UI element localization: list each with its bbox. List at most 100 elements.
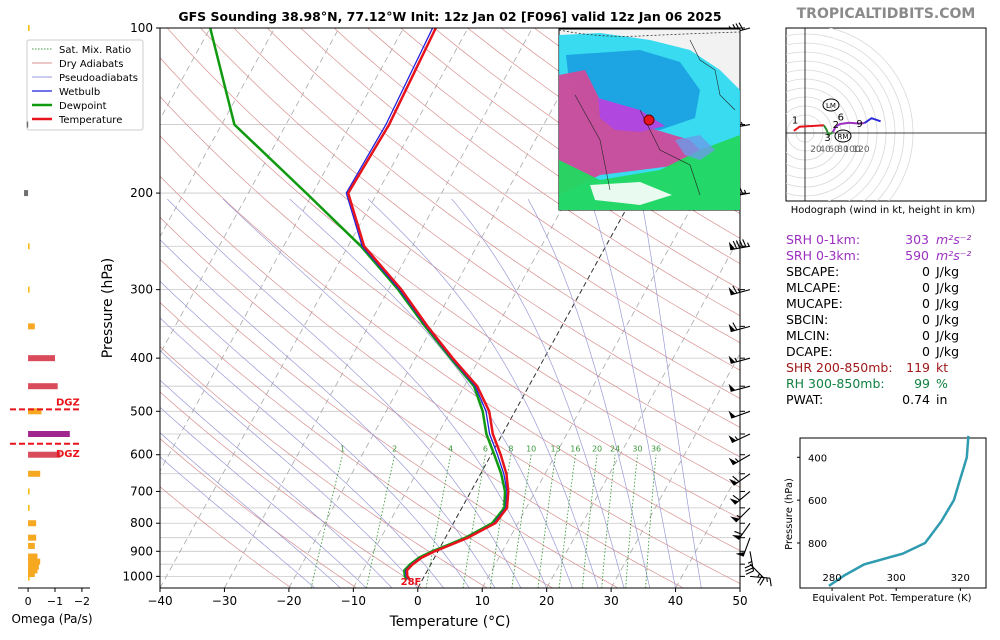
- mixing-ratio-label: 1: [340, 445, 345, 454]
- storm-motion-label: RM: [838, 133, 849, 141]
- mixing-ratio-line: [602, 455, 615, 588]
- x-tick-label: 0: [414, 594, 422, 608]
- pseudoadiabat-line: [167, 199, 521, 588]
- index-unit: in: [936, 392, 947, 407]
- mixing-ratio-line: [559, 455, 575, 588]
- pseudoadiabat-line: [0, 199, 315, 588]
- omega-bar: [27, 122, 29, 128]
- index-value: 0: [922, 328, 930, 343]
- barb-full: [745, 568, 753, 571]
- barb-staff: [733, 455, 750, 465]
- surface-temperature-label: 28F: [401, 577, 422, 588]
- index-unit: kt: [936, 360, 948, 375]
- index-label: RH 300-850mb:: [786, 376, 885, 391]
- index-label: MUCAPE:: [786, 296, 843, 311]
- theta-e-x-tick-label: 300: [887, 573, 906, 584]
- barb-full: [770, 578, 771, 586]
- x-tick-label: −20: [276, 594, 301, 608]
- omega-bar: [28, 431, 70, 437]
- index-label: MLCIN:: [786, 328, 830, 343]
- mixing-ratio-label: 4: [448, 445, 453, 454]
- index-label: SBCIN:: [786, 312, 828, 327]
- skewt-profile-lines: [210, 28, 508, 580]
- mixing-ratio-line: [512, 455, 531, 588]
- omega-bar: [28, 471, 40, 477]
- x-tick-label: −30: [212, 594, 237, 608]
- barb-pennant: [730, 498, 739, 504]
- pseudoadiabat-line: [223, 199, 547, 588]
- mixing-ratio-label: 24: [610, 445, 620, 454]
- omega-bar: [28, 520, 36, 526]
- mixing-ratio-line: [538, 455, 556, 588]
- omega-bar: [28, 383, 58, 389]
- index-value: 0.74: [902, 392, 930, 407]
- y-tick-label: 200: [130, 186, 153, 200]
- theta-e-y-tick-label: 800: [808, 539, 827, 550]
- theta-e-frame: [800, 438, 986, 588]
- dgz-label: DGZ: [56, 449, 80, 460]
- mixing-ratio-label: 10: [526, 445, 536, 454]
- index-label: SRH 0-1km:: [786, 232, 860, 247]
- index-label: SRH 0-3km:: [786, 248, 860, 263]
- pseudoadiabat-line: [121, 199, 496, 588]
- x-tick-label: 40: [668, 594, 683, 608]
- sounding-location-marker: [644, 115, 654, 125]
- index-value: 0: [922, 280, 930, 295]
- mixing-ratio-label: 6: [483, 445, 488, 454]
- barb-full: [746, 571, 754, 574]
- mixing-ratio-line: [582, 455, 597, 588]
- barb-full: [760, 578, 764, 585]
- y-tick-label: 100: [130, 21, 153, 35]
- mixing-ratio-label: 30: [632, 445, 642, 454]
- x-tick-label: 20: [539, 594, 554, 608]
- barb-half: [748, 562, 752, 564]
- theta-e-x-tick-label: 320: [951, 573, 970, 584]
- x-tick-label: −40: [147, 594, 172, 608]
- pseudoadiabat-line: [0, 199, 366, 588]
- index-label: SBCAPE:: [786, 264, 839, 279]
- theta-e-x-tick-label: 280: [823, 573, 842, 584]
- skewt-y-label: Pressure (hPa): [100, 258, 116, 358]
- x-tick-label: 30: [603, 594, 618, 608]
- legend-temperature: Temperature: [58, 115, 122, 126]
- y-tick-label: 700: [130, 484, 153, 498]
- legend-dry-adiabat: Dry Adiabats: [59, 59, 123, 70]
- x-tick-label: 10: [475, 594, 490, 608]
- omega-x-label: Omega (Pa/s): [11, 612, 92, 626]
- x-tick-label: −10: [341, 594, 366, 608]
- site-watermark: TROPICALTIDBITS.COM: [797, 6, 976, 22]
- mixing-ratio-label: 8: [508, 445, 513, 454]
- theta-e-x-label: Equivalent Pot. Temperature (K): [812, 593, 971, 604]
- mixing-ratio-line: [626, 455, 638, 588]
- theta-e-y-label: Pressure (hPa): [784, 478, 795, 550]
- omega-bar: [28, 323, 35, 329]
- legend-mix-ratio: Sat. Mix. Ratio: [59, 45, 131, 56]
- index-unit: J/kg: [935, 328, 959, 343]
- index-unit: J/kg: [935, 280, 959, 295]
- hodograph-height-label: 6: [838, 113, 844, 124]
- barb-staff: [731, 411, 750, 418]
- barb-full: [736, 240, 739, 248]
- y-tick-label: 600: [130, 448, 153, 462]
- index-value: 0: [922, 296, 930, 311]
- mixing-ratio-label: 20: [592, 445, 602, 454]
- storm-motion-label: LM: [826, 102, 836, 110]
- barb-half: [748, 243, 750, 247]
- precip-type-map: [559, 29, 740, 210]
- pseudoadiabat-line: [47, 199, 444, 588]
- y-tick-label: 400: [130, 351, 153, 365]
- barb-pennant: [729, 356, 736, 364]
- index-value: 119: [906, 360, 930, 375]
- mixing-ratio-label: 2: [392, 445, 397, 454]
- y-tick-label: 800: [130, 516, 153, 530]
- index-value: 0: [922, 344, 930, 359]
- index-value: 0: [922, 312, 930, 327]
- isotherm-line: [160, 28, 468, 588]
- hodograph-height-label: 9: [856, 119, 862, 130]
- omega-bar: [28, 554, 37, 560]
- mixing-ratio-label: 13: [551, 445, 561, 454]
- theta-e-y-tick-label: 600: [808, 496, 827, 507]
- index-label: MLCAPE:: [786, 280, 841, 295]
